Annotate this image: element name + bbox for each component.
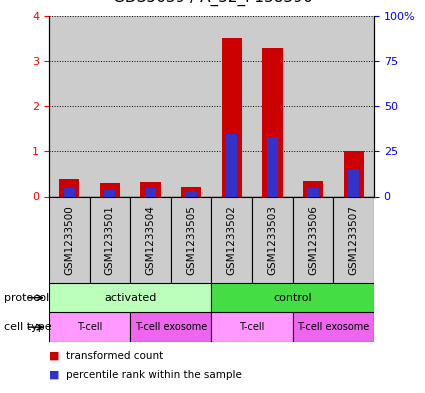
Bar [211,16,252,196]
Bar [262,48,283,196]
Bar [267,137,278,196]
Text: activated: activated [104,293,156,303]
Text: ■: ■ [49,351,60,361]
Text: GSM1233503: GSM1233503 [267,205,278,275]
Bar [211,283,374,312]
Bar [307,188,319,196]
Bar [303,181,323,196]
Bar [59,179,79,196]
Bar [252,196,293,283]
Bar [348,169,359,196]
Text: GDS5639 / A_32_P138396: GDS5639 / A_32_P138396 [113,0,312,6]
Bar [49,283,211,312]
Bar [104,190,116,196]
Text: T-cell: T-cell [239,322,265,332]
Text: GSM1233504: GSM1233504 [145,205,156,275]
Bar [333,16,374,196]
Text: transformed count: transformed count [66,351,163,361]
Bar [130,16,171,196]
Text: protocol: protocol [4,293,49,303]
Text: GSM1233506: GSM1233506 [308,205,318,275]
Bar [293,16,333,196]
Bar [211,312,293,342]
Bar [171,16,211,196]
Bar [90,16,130,196]
Bar [100,183,120,196]
Bar [49,196,90,283]
Text: ■: ■ [49,370,60,380]
Bar [211,196,252,283]
Text: T-cell exosome: T-cell exosome [135,322,207,332]
Text: GSM1233507: GSM1233507 [348,205,359,275]
Text: control: control [273,293,312,303]
Bar [64,188,75,196]
Bar [130,196,171,283]
Bar [333,196,374,283]
Bar [343,151,364,196]
Bar [181,187,201,196]
Bar [49,312,130,342]
Bar [140,182,161,196]
Bar [171,196,211,283]
Text: GSM1233505: GSM1233505 [186,205,196,275]
Text: cell type: cell type [4,322,52,332]
Bar [252,16,293,196]
Bar [49,16,90,196]
Bar [90,196,130,283]
Text: percentile rank within the sample: percentile rank within the sample [66,370,242,380]
Bar [293,312,374,342]
Bar [130,312,211,342]
Bar [226,134,237,196]
Bar [221,38,242,197]
Bar [145,188,156,196]
Text: T-cell: T-cell [77,322,102,332]
Text: GSM1233502: GSM1233502 [227,205,237,275]
Text: GSM1233500: GSM1233500 [64,205,74,275]
Bar [186,191,197,196]
Text: GSM1233501: GSM1233501 [105,205,115,275]
Bar [293,196,333,283]
Text: T-cell exosome: T-cell exosome [297,322,369,332]
